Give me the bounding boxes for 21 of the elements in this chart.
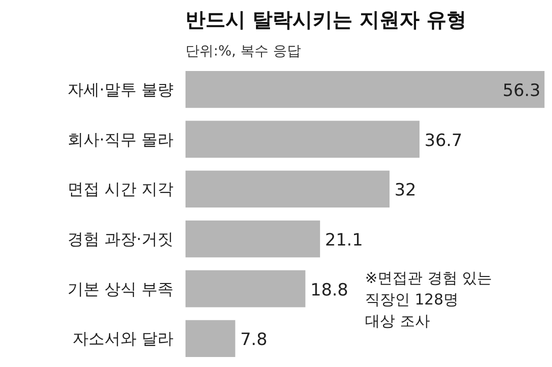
y-tick-label: 기본 상식 부족 [67, 279, 174, 298]
data-label: 56.3 [502, 80, 541, 101]
y-tick-label: 회사·직무 몰라 [67, 130, 174, 149]
bar [186, 320, 236, 358]
bar [186, 220, 320, 258]
bar [186, 270, 306, 308]
y-tick-label: 자소서와 달라 [72, 329, 174, 348]
data-label: 36.7 [424, 130, 462, 151]
chart-title: 반드시 탈락시키는 지원자 유형 [186, 8, 466, 32]
chart-subtitle: 단위:%, 복수 응답 [186, 44, 301, 60]
y-tick-label: 면접 시간 지각 [67, 180, 174, 199]
y-tick-label: 경험 과장·거짓 [67, 229, 174, 248]
y-tick-label: 자세·말투 불량 [67, 80, 174, 99]
bar [186, 70, 544, 108]
data-label: 7.8 [240, 330, 268, 350]
data-label: 18.8 [310, 280, 348, 300]
bar [186, 120, 420, 158]
bar [186, 170, 390, 208]
data-label: 32 [394, 180, 416, 201]
annotation: ※면접관 경험 있는 직장인 128명 대상 조사 [365, 268, 492, 330]
data-label: 21.1 [325, 230, 363, 250]
